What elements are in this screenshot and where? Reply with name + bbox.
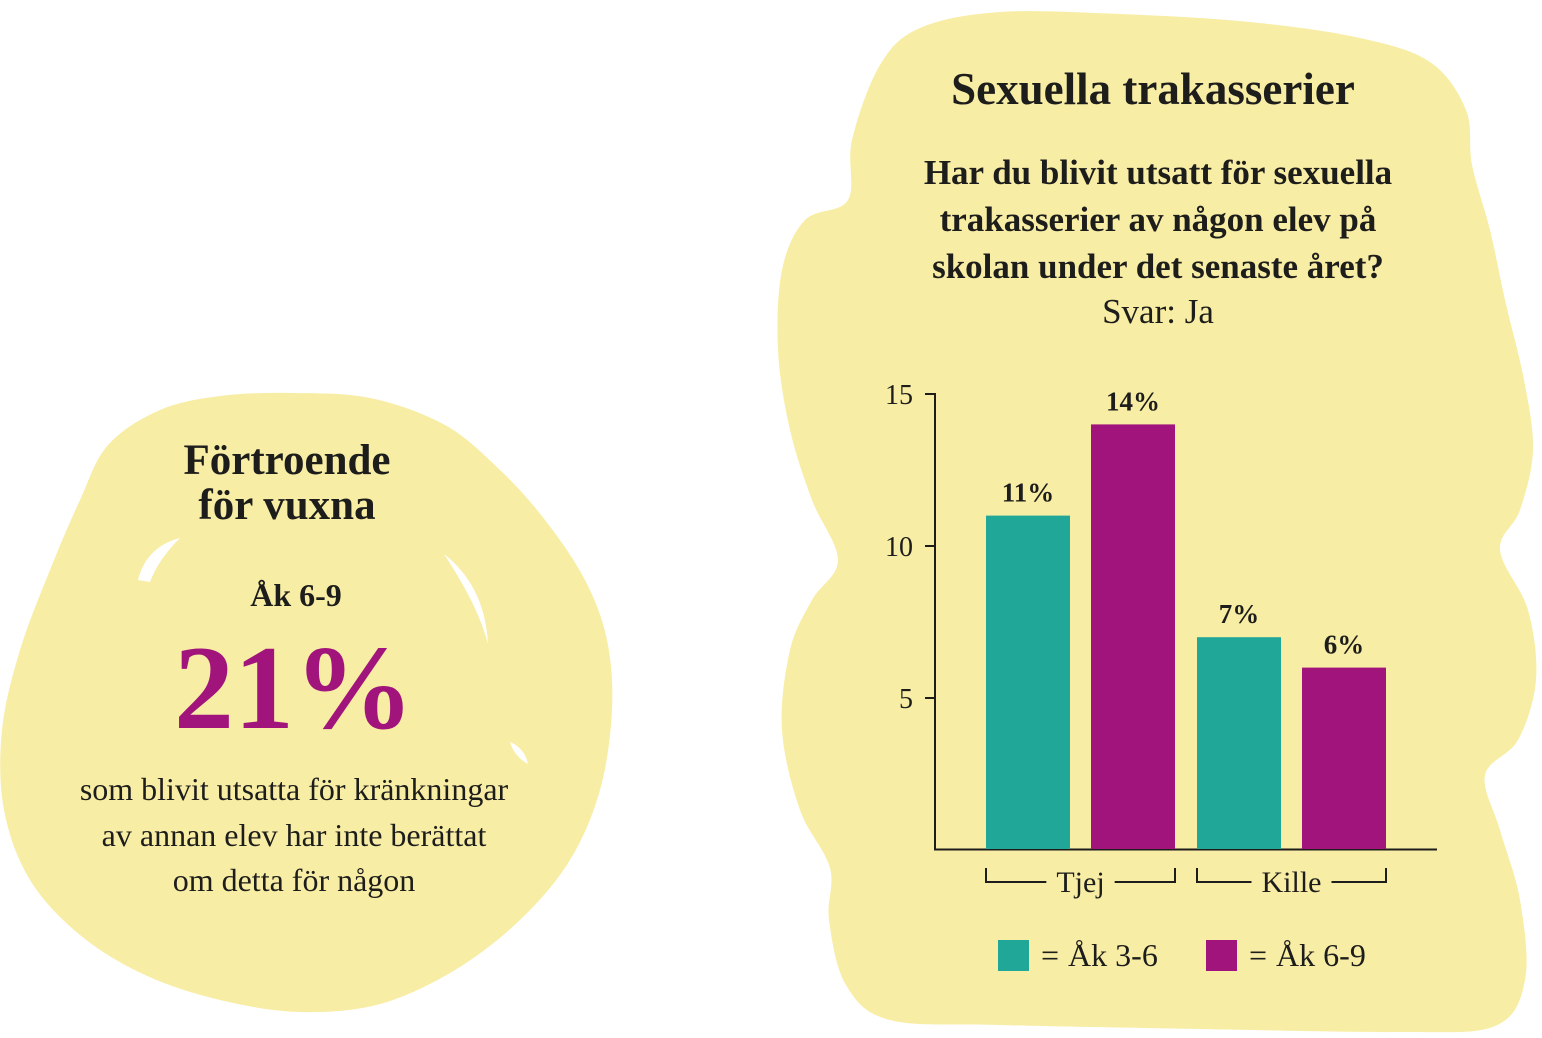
bar <box>1302 667 1386 849</box>
chart-question-line: Har du blivit utsatt för sexuella <box>923 153 1393 192</box>
legend-label: = Åk 6-9 <box>1249 937 1366 973</box>
category-bracket <box>985 868 1176 883</box>
category-bracket <box>1196 868 1387 883</box>
chart-question: Har du blivit utsatt för sexuella trakas… <box>858 149 1458 290</box>
info-card-big-value: 21% <box>174 621 414 754</box>
info-card-description-line: av annan elev har inte berättat <box>101 816 487 853</box>
legend-series-name: Åk 6-9 <box>1276 937 1366 973</box>
data-label: 11% <box>1002 478 1055 508</box>
data-label: 14% <box>1106 386 1160 416</box>
scribble-gap <box>510 742 528 764</box>
data-label: 7% <box>1219 599 1260 629</box>
y-tick-label: 10 <box>885 532 913 563</box>
bar <box>1197 637 1281 849</box>
category-label: Tjej <box>1056 866 1104 899</box>
legend-swatch <box>1206 940 1237 971</box>
left-yellow-blob <box>0 392 613 1013</box>
scribble-gap <box>138 538 180 582</box>
chart-question-line: trakasserier av någon elev på <box>939 200 1377 239</box>
info-card-description-line: om detta för någon <box>172 862 416 898</box>
info-card-title-line: för vuxna <box>198 482 376 529</box>
legend-series-name: Åk 3-6 <box>1068 937 1158 973</box>
legend-label: = Åk 3-6 <box>1041 937 1158 973</box>
legend-prefix: = <box>1249 937 1267 973</box>
info-card-title: Förtroende för vuxna <box>7 438 567 528</box>
chart-question-line: skolan under det senaste året? <box>932 247 1384 286</box>
info-card-description: som blivit utsatta för kränkningar av an… <box>4 767 584 904</box>
info-card-description-line: som blivit utsatta för kränkningar <box>79 771 509 807</box>
data-label: 6% <box>1324 630 1365 660</box>
category-label: Kille <box>1262 866 1322 899</box>
chart-answer-label: Svar: Ja <box>1102 292 1214 331</box>
y-tick-label: 5 <box>899 684 913 715</box>
legend-prefix: = <box>1041 937 1059 973</box>
info-card-title-line: Förtroende <box>183 437 391 484</box>
info-card-grade: Åk 6-9 <box>250 577 342 613</box>
legend-swatch <box>998 940 1029 971</box>
bar <box>1091 424 1175 849</box>
bar <box>986 515 1070 849</box>
chart-title: Sexuella trakasserier <box>951 64 1355 114</box>
y-tick-label: 15 <box>885 380 913 411</box>
